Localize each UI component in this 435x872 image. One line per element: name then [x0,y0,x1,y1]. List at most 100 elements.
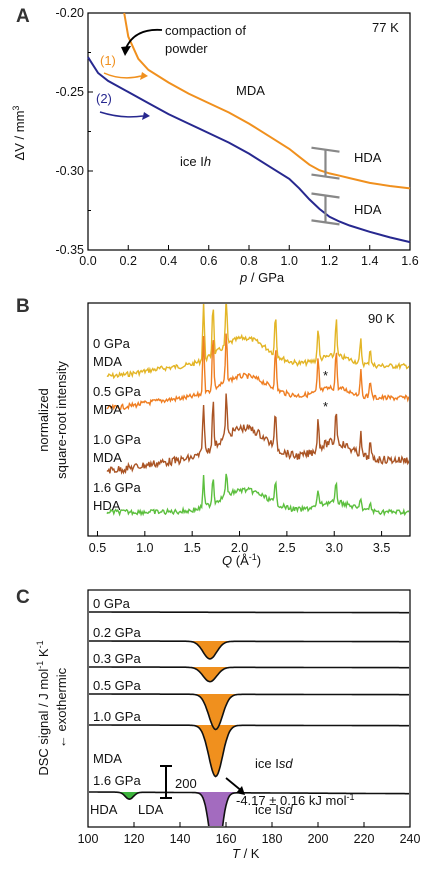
annotation-compaction: compaction of [165,23,246,38]
b-label-pressure: 0 GPa [93,336,131,351]
c-trace-label: 0.3 GPa [93,651,141,666]
c-trace-5 [89,724,409,778]
c-fill-6 [196,792,236,826]
a-xtick-label: 1.0 [281,254,298,268]
a-xtick-label: 1.6 [401,254,418,268]
a-ytick-label: -0.20 [56,6,85,20]
b-label-phase: HDA [93,498,121,513]
b-label-pressure: 0.5 GPa [93,384,141,399]
panel-c-ylabel: DSC signal / J mol-1 K-1 [35,640,51,775]
c-xtick-label: 100 [78,832,99,846]
c-fill-3 [185,667,235,682]
a-xtick-label: 0.0 [79,254,96,268]
panel-b-ylabel-line1: normalized [36,388,51,452]
label-mda-c: MDA [93,751,122,766]
c-fill-hda-lda [120,792,139,800]
panel-b-temperature: 90 K [368,311,395,326]
a-series-line-2 [87,56,411,244]
enthalpy-arrowhead [236,786,245,795]
c-trace-label: 0 GPa [93,596,131,611]
panel-c-letter: C [16,587,30,608]
label-hda-c: HDA [90,802,118,817]
c-fill-2 [185,641,235,659]
a-series-line-1 [123,12,411,190]
a-xtick-label: 1.4 [361,254,378,268]
label-series-1: (1) [100,53,116,68]
series-2-arrowhead [142,112,150,120]
compaction-arrow [125,28,163,49]
c-trace-label: 0.2 GPa [93,625,141,640]
a-ytick-label: -0.35 [56,243,85,257]
star-marker-1: * [323,368,328,383]
a-xtick-label: 0.4 [160,254,177,268]
series-2-arrow [99,111,144,118]
panel-a-letter: A [16,6,30,27]
b-xtick-label: 0.5 [89,541,106,555]
panel-c-ylabel-arrow: ← exothermic [54,667,69,748]
panel-b-letter: B [16,296,30,317]
a-xtick-label: 0.6 [200,254,217,268]
c-xtick-label: 220 [354,832,375,846]
a-xtick-label: 0.8 [240,254,257,268]
c-trace-3 [89,666,409,683]
a-xtick-label: 0.2 [120,254,137,268]
series-1-arrow [103,72,142,79]
c-trace-1 [89,611,409,614]
scale-bar-value: 200 [175,776,197,791]
star-marker-2: * [323,399,328,414]
panel-c-xlabel: T / K [232,846,260,861]
label-hda-top: HDA [354,150,382,165]
panel-b-xlabel: Q (Å-1) [222,552,261,568]
panel-c-frame [87,589,411,828]
label-series-2: (2) [96,91,112,106]
panel-b: B 0.5 1.0 1.5 2.0 2.5 3.0 3.5 0 GPa MDA 0.5 GPa M… [16,296,411,568]
c-trace-label: 1.6 GPa [93,773,141,788]
a-bracket-2 [311,192,340,226]
c-xtick-label: 140 [170,832,191,846]
b-xtick-label: 3.0 [326,541,343,555]
b-xtick-label: 3.5 [373,541,390,555]
c-xtick-label: 240 [400,832,421,846]
c-trace-label: 1.0 GPa [93,709,141,724]
panel-a-temperature: 77 K [372,20,399,35]
label-ice-ih: ice Ih [180,154,211,169]
panel-b-frame [87,302,411,537]
b-xtick-label: 2.0 [231,541,248,555]
b-xtick-label: 1.5 [183,541,200,555]
c-trace-label: 0.5 GPa [93,678,141,693]
compaction-arrowhead [121,46,131,56]
b-xtick-label: 2.5 [278,541,295,555]
series-1-arrowhead [140,72,148,80]
c-fill-4 [191,694,240,730]
b-label-phase: MDA [93,402,122,417]
c-trace-2 [89,640,409,660]
c-xtick-label: 120 [124,832,145,846]
b-label-pressure: 1.0 GPa [93,432,141,447]
c-xtick-label: 160 [216,832,237,846]
c-trace-6 [89,791,409,826]
panel-a-ylabel: ΔV / mm3 [11,106,27,161]
c-fill-5 [191,725,240,777]
label-lda-c: LDA [138,802,164,817]
a-ytick-label: -0.25 [56,85,85,99]
b-series-line-4 [106,473,409,517]
panel-a-xlabel: p / GPa [239,270,285,285]
a-xtick-label: 1.2 [321,254,338,268]
enthalpy-label: -4.17 ± 0.16 kJ mol-1 [236,792,354,808]
panel-c: C 100 120 140 160 180 200 220 240 0 GPa 0.2 GPa 0… [16,587,421,861]
label-hda-bottom: HDA [354,202,382,217]
b-label-pressure: 1.6 GPa [93,480,141,495]
label-ice-isd-2: ice Isd [255,802,293,817]
c-trace-4 [89,693,409,731]
b-label-phase: MDA [93,354,122,369]
c-xtick-label: 180 [262,832,283,846]
label-ice-isd-1: ice Isd [255,756,293,771]
a-bracket-1 [311,146,340,180]
panel-b-ylabel-line2: square-root intensity [54,361,69,479]
b-xtick-label: 1.0 [136,541,153,555]
c-xtick-label: 200 [308,832,329,846]
b-series-line-2 [106,333,409,411]
b-series-line-1 [106,304,409,380]
label-mda: MDA [236,83,265,98]
